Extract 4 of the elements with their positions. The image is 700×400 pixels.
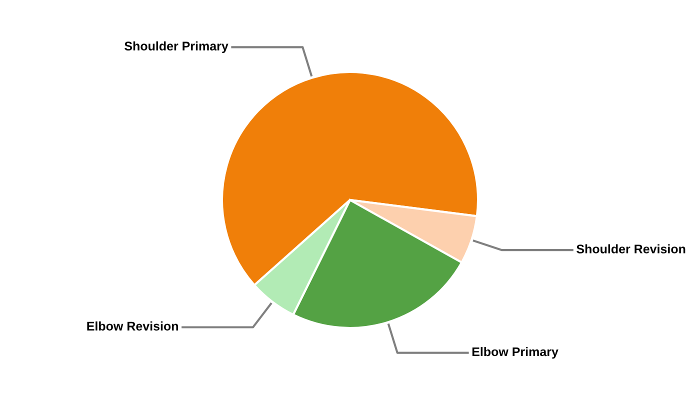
slice-label: Shoulder Revision: [576, 244, 686, 254]
slice-label: Elbow Primary: [472, 347, 558, 359]
slice-label: Shoulder Primary: [124, 41, 228, 53]
slice-label: Elbow Revision: [87, 321, 178, 331]
